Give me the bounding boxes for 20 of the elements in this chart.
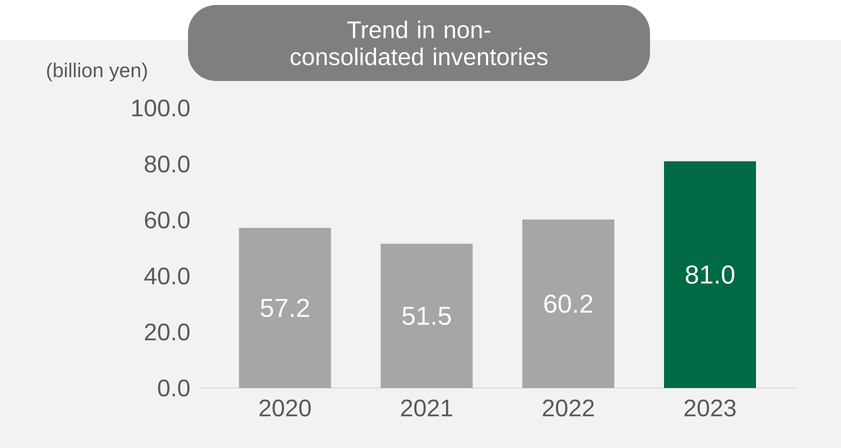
- y-tick-label: 60.0: [144, 212, 190, 228]
- x-tick-label: 2021: [401, 400, 452, 417]
- bar: [239, 228, 331, 388]
- data-label: 60.2: [544, 294, 592, 313]
- data-label: 57.2: [260, 298, 309, 318]
- chart-title: Trend in non-consolidated inventories: [290, 20, 548, 66]
- y-tick-label: 20.0: [144, 324, 190, 340]
- data-label: 81.0: [686, 265, 734, 284]
- bar: [380, 244, 473, 388]
- y-axis-title: (billion yen): [47, 62, 147, 82]
- y-tick-label: 80.0: [144, 156, 190, 172]
- bar: [522, 219, 614, 388]
- bar: [664, 161, 756, 388]
- y-tick-label: 40.0: [144, 268, 190, 284]
- x-tick-label: 2020: [260, 400, 311, 417]
- data-label: 51.5: [402, 306, 451, 325]
- y-tick-label: 0.0: [158, 380, 190, 396]
- x-tick-label: 2023: [684, 400, 736, 417]
- x-tick-label: 2022: [542, 400, 594, 417]
- y-tick-label: 100.0: [132, 100, 190, 116]
